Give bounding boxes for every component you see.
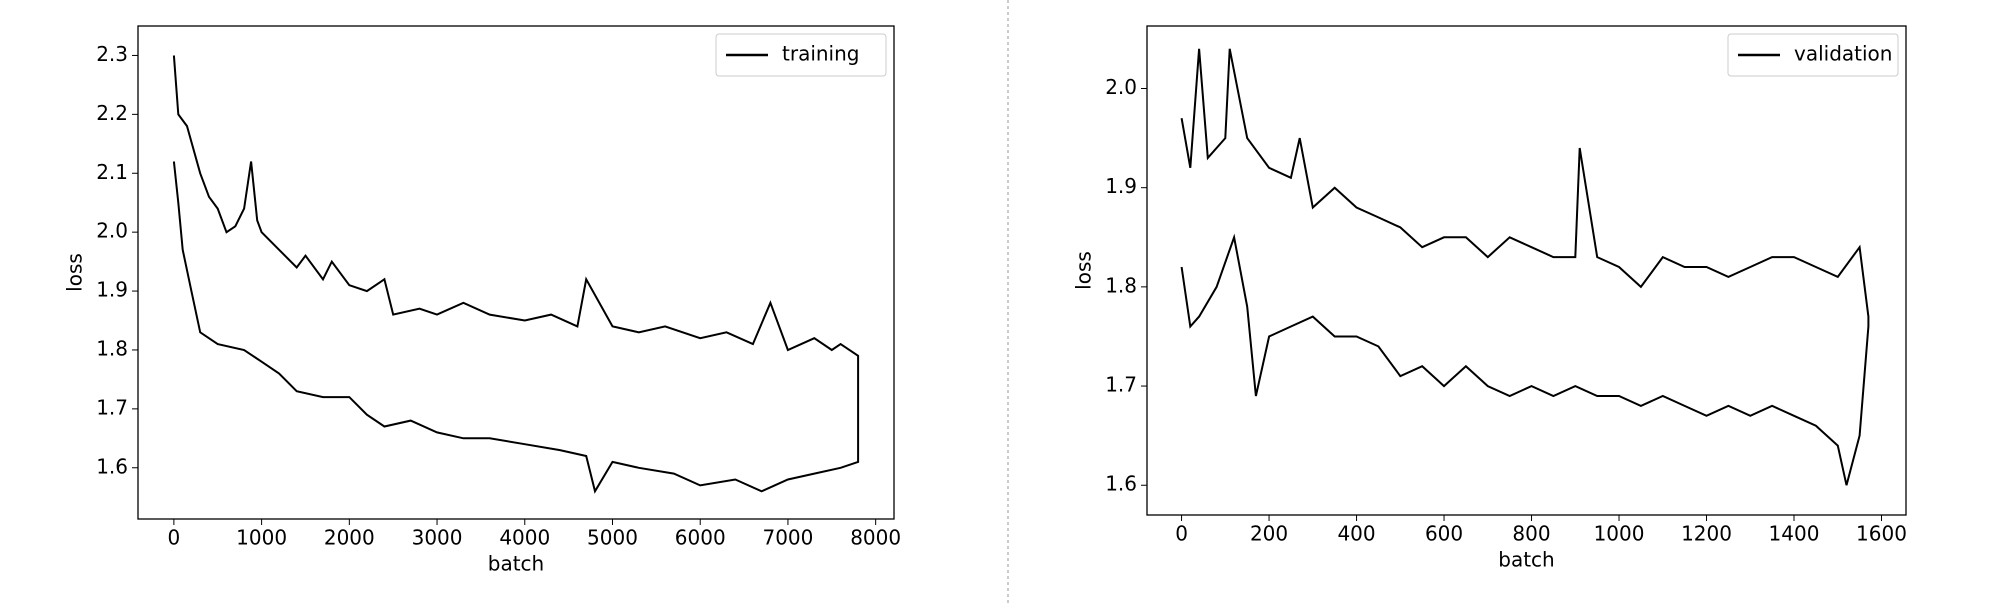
y-axis-label: loss <box>1072 251 1096 290</box>
y-tick-label: 2.2 <box>96 101 128 125</box>
x-tick-label: 1600 <box>1856 522 1907 546</box>
legend-box <box>1727 33 1899 77</box>
plot-frame <box>1146 25 1907 516</box>
x-axis-label: batch <box>488 552 544 576</box>
data-line <box>172 55 860 494</box>
y-tick-label: 1.6 <box>1105 472 1137 496</box>
y-tick-label: 1.9 <box>1105 174 1137 198</box>
y-tick-label: 1.7 <box>1105 373 1137 397</box>
y-tick-label: 1.8 <box>1105 273 1137 297</box>
x-tick-label: 0 <box>168 526 181 550</box>
x-tick-label: 7000 <box>762 526 813 550</box>
x-tick-label: 1200 <box>1681 522 1732 546</box>
y-tick-label: 1.7 <box>96 395 128 419</box>
x-tick-label: 200 <box>1250 522 1288 546</box>
data-line <box>1180 48 1870 486</box>
x-tick-label: 0 <box>1175 522 1188 546</box>
y-tick-label: 2.1 <box>96 160 128 184</box>
y-tick-label: 2.0 <box>1105 75 1137 99</box>
legend-box <box>715 33 887 77</box>
y-axis-label: loss <box>63 253 87 292</box>
y-tick-label: 2.3 <box>96 42 128 66</box>
y-tick-label: 1.8 <box>96 336 128 360</box>
x-tick-label: 3000 <box>412 526 463 550</box>
legend-label: validation <box>1794 42 1892 66</box>
x-axis-label: batch <box>1498 548 1554 572</box>
x-tick-label: 8000 <box>850 526 901 550</box>
x-tick-label: 400 <box>1337 522 1375 546</box>
x-tick-label: 1000 <box>1594 522 1645 546</box>
x-tick-label: 5000 <box>587 526 638 550</box>
x-tick-label: 800 <box>1512 522 1550 546</box>
y-tick-label: 1.9 <box>96 278 128 302</box>
plot-frame <box>137 25 895 520</box>
legend-label: training <box>782 42 859 66</box>
y-tick-label: 2.0 <box>96 219 128 243</box>
x-tick-label: 6000 <box>675 526 726 550</box>
x-tick-label: 600 <box>1425 522 1463 546</box>
y-tick-label: 1.6 <box>96 454 128 478</box>
x-tick-label: 4000 <box>499 526 550 550</box>
x-tick-label: 2000 <box>324 526 375 550</box>
x-tick-label: 1000 <box>236 526 287 550</box>
x-tick-label: 1400 <box>1769 522 1820 546</box>
